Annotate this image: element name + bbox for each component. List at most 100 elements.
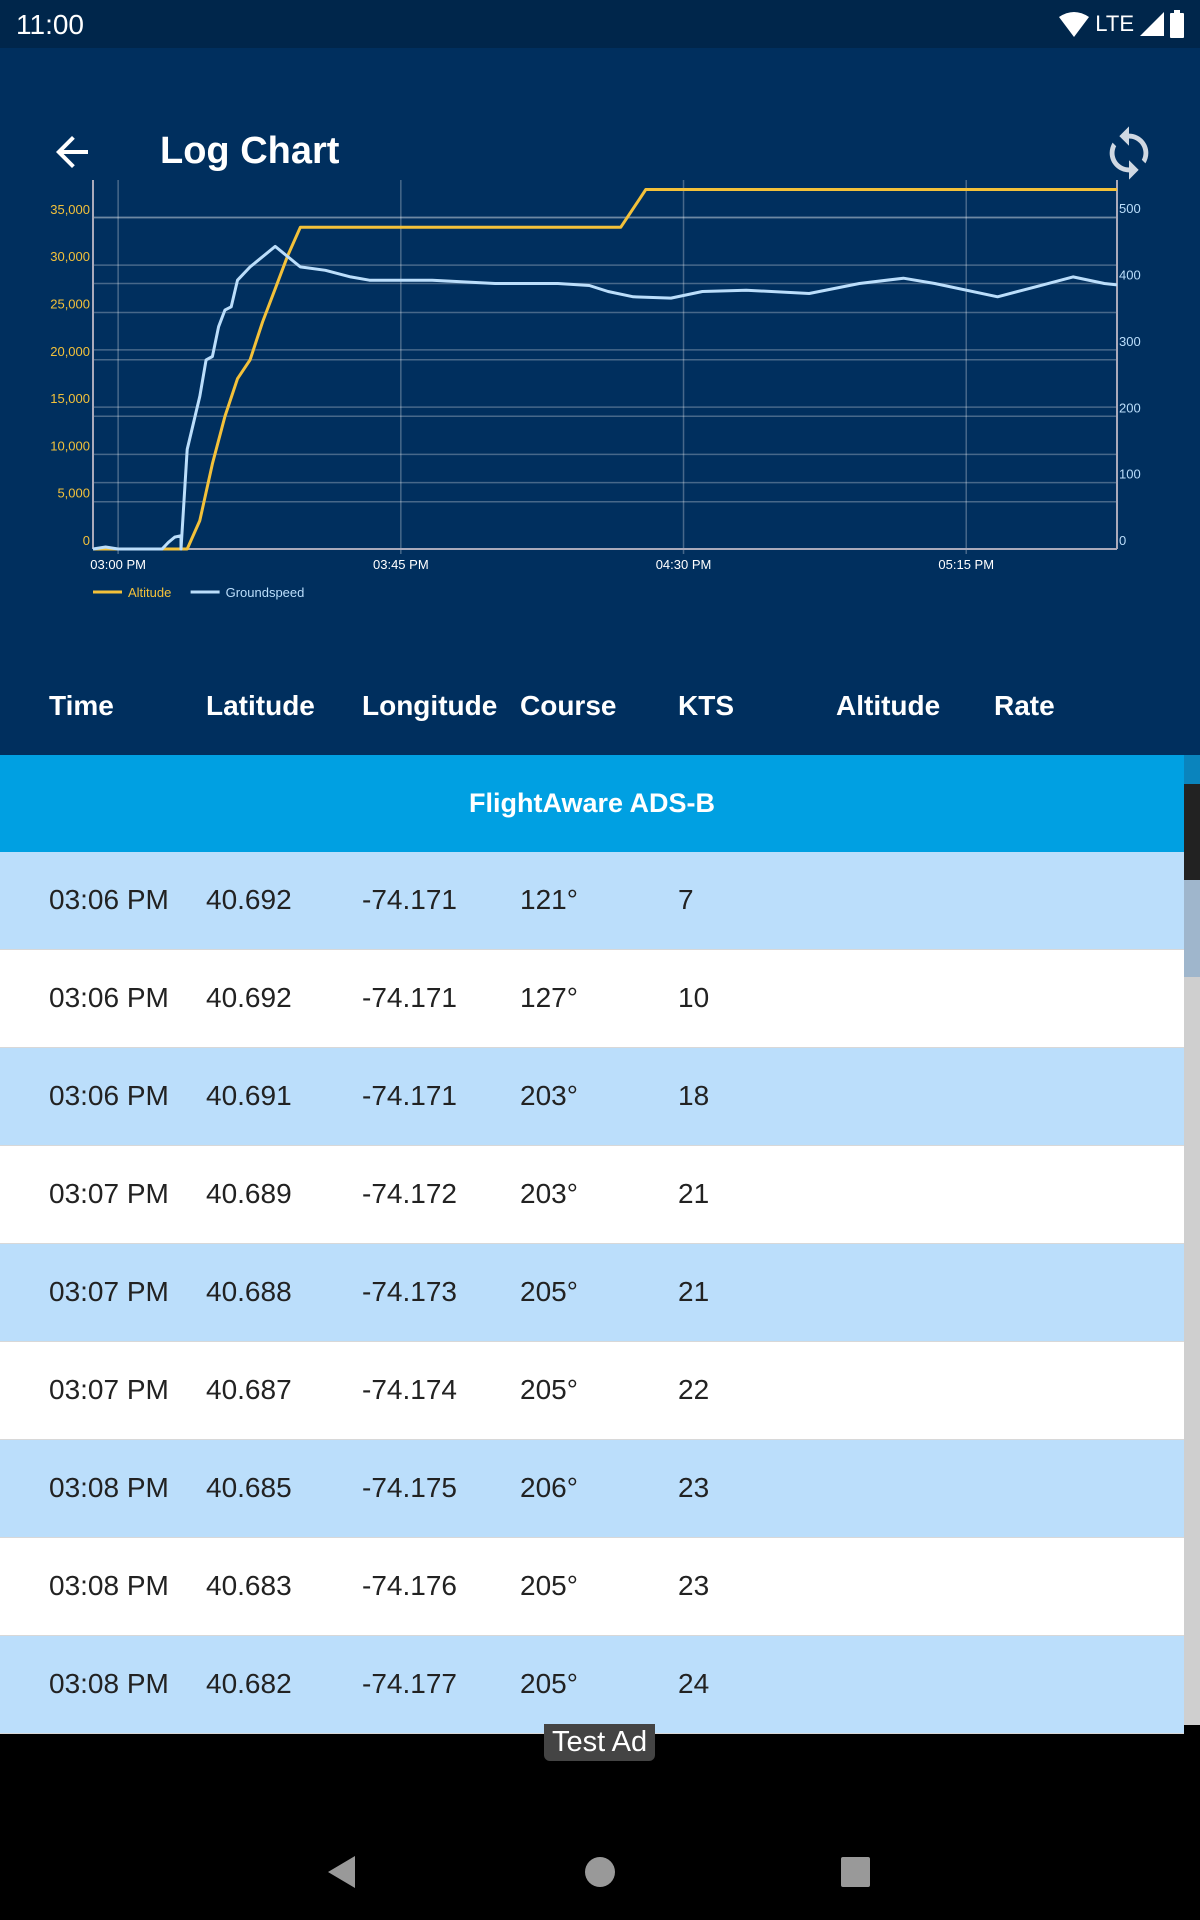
cell-longitude: -74.175 [362, 1472, 457, 1503]
cell-latitude: 40.688 [206, 1276, 292, 1307]
cell-latitude: 40.682 [206, 1668, 292, 1699]
table-header: Time Latitude Longitude Course KTS Altit… [0, 650, 1200, 755]
table-row[interactable]: 03:06 PM 40.692 -74.171 127° 10 [0, 950, 1184, 1048]
network-type: LTE [1095, 11, 1134, 36]
right-tick-label: 300 [1119, 334, 1141, 349]
log-chart: 0 5,000 10,000 15,000 20,000 25,000 30,000 35,0… [50, 180, 1141, 600]
table-row[interactable]: 03:06 PM 40.692 -74.171 121° 7 [0, 852, 1184, 950]
cell-latitude: 40.687 [206, 1374, 292, 1405]
table-row[interactable]: 03:08 PM 40.682 -74.177 205° 24 [0, 1636, 1184, 1734]
cell-longitude: -74.172 [362, 1178, 457, 1209]
column-longitude: Longitude [362, 690, 498, 721]
cell-kts: 22 [678, 1374, 710, 1405]
x-tick-label: 05:15 PM [938, 557, 994, 572]
left-tick-label: 35,000 [50, 202, 90, 217]
cell-time: 03:06 PM [49, 884, 169, 915]
back-button[interactable] [48, 128, 96, 176]
cell-time: 03:07 PM [49, 1276, 169, 1307]
cell-latitude: 40.689 [206, 1178, 292, 1209]
right-tick-label: 100 [1119, 467, 1141, 482]
x-tick-label: 03:45 PM [373, 557, 429, 572]
cell-longitude: -74.173 [362, 1276, 457, 1307]
table-row[interactable]: 03:08 PM 40.683 -74.176 205° 23 [0, 1538, 1184, 1636]
cell-time: 03:08 PM [49, 1668, 169, 1699]
column-latitude: Latitude [206, 690, 315, 721]
nav-recents-icon[interactable] [841, 1857, 870, 1887]
cell-longitude: -74.171 [362, 1080, 457, 1111]
scrollbar[interactable] [1184, 755, 1200, 1725]
series-altitude-line [93, 188, 1117, 551]
cell-course: 205° [520, 1374, 578, 1405]
column-rate: Rate [994, 690, 1055, 721]
right-tick-label: 500 [1119, 201, 1141, 216]
table-row[interactable]: 03:07 PM 40.689 -74.172 203° 21 [0, 1146, 1184, 1244]
cell-course: 206° [520, 1472, 578, 1503]
navigation-bar [328, 1856, 870, 1888]
battery-icon [1170, 10, 1184, 38]
left-tick-label: 25,000 [50, 296, 90, 311]
scrollbar-track-top [1184, 755, 1200, 784]
cell-time: 03:08 PM [49, 1472, 169, 1503]
cell-kts: 21 [678, 1178, 710, 1209]
nav-home-icon[interactable] [585, 1857, 615, 1887]
cell-course: 205° [520, 1570, 578, 1601]
scrollbar-thumb[interactable] [1184, 784, 1200, 880]
cell-longitude: -74.174 [362, 1374, 457, 1405]
right-tick-label: 400 [1119, 268, 1141, 283]
cell-kts: 21 [678, 1276, 710, 1307]
refresh-icon [1109, 126, 1149, 180]
cell-course: 205° [520, 1668, 578, 1699]
wifi-icon [1059, 12, 1090, 37]
table-row[interactable]: 03:06 PM 40.691 -74.171 203° 18 [0, 1048, 1184, 1146]
nav-back-icon[interactable] [328, 1856, 355, 1888]
log-table[interactable]: 03:06 PM 40.692 -74.171 121° 7 03:06 PM 40.692… [0, 852, 1184, 1734]
cell-time: 03:06 PM [49, 982, 169, 1013]
legend-label-groundspeed: Groundspeed [226, 585, 305, 600]
page-title: Log Chart [160, 130, 340, 172]
right-tick-label: 200 [1119, 400, 1141, 415]
column-kts: KTS [678, 690, 734, 721]
left-tick-label: 10,000 [50, 438, 90, 453]
cell-course: 127° [520, 982, 578, 1013]
status-bar: 11:00 LTE [0, 0, 1200, 48]
x-tick-label: 03:00 PM [90, 557, 146, 572]
table-row[interactable]: 03:08 PM 40.685 -74.175 206° 23 [0, 1440, 1184, 1538]
signal-icon [1140, 12, 1164, 36]
cell-kts: 24 [678, 1668, 710, 1699]
left-tick-label: 5,000 [57, 486, 90, 501]
cell-course: 203° [520, 1080, 578, 1111]
cell-latitude: 40.683 [206, 1570, 292, 1601]
cell-longitude: -74.171 [362, 884, 457, 915]
cell-course: 203° [520, 1178, 578, 1209]
left-tick-label: 30,000 [50, 249, 90, 264]
cell-time: 03:07 PM [49, 1178, 169, 1209]
source-header: FlightAware ADS-B [0, 755, 1184, 852]
cell-course: 121° [520, 884, 578, 915]
cell-kts: 23 [678, 1570, 710, 1601]
cell-longitude: -74.171 [362, 982, 457, 1013]
column-time: Time [49, 690, 114, 721]
refresh-button[interactable] [1100, 124, 1158, 182]
left-tick-label: 0 [83, 533, 90, 548]
cell-longitude: -74.176 [362, 1570, 457, 1601]
table-row[interactable]: 03:07 PM 40.687 -74.174 205° 22 [0, 1342, 1184, 1440]
cell-longitude: -74.177 [362, 1668, 457, 1699]
series-groundspeed-line [92, 244, 1118, 551]
test-ad-label[interactable]: Test Ad [544, 1724, 656, 1761]
legend-label-altitude: Altitude [128, 585, 171, 600]
right-tick-label: 0 [1119, 533, 1126, 548]
table-row[interactable]: 03:07 PM 40.688 -74.173 205° 21 [0, 1244, 1184, 1342]
cell-kts: 18 [678, 1080, 710, 1111]
cell-kts: 7 [678, 884, 694, 915]
cell-time: 03:07 PM [49, 1374, 169, 1405]
cell-latitude: 40.692 [206, 884, 292, 915]
arrow-back-icon [56, 136, 88, 168]
cell-time: 03:08 PM [49, 1570, 169, 1601]
x-tick-label: 04:30 PM [656, 557, 712, 572]
cell-latitude: 40.691 [206, 1080, 292, 1111]
left-tick-label: 20,000 [50, 344, 90, 359]
cell-course: 205° [520, 1276, 578, 1307]
column-course: Course [520, 690, 617, 721]
cell-kts: 10 [678, 982, 710, 1013]
left-tick-label: 15,000 [50, 391, 90, 406]
